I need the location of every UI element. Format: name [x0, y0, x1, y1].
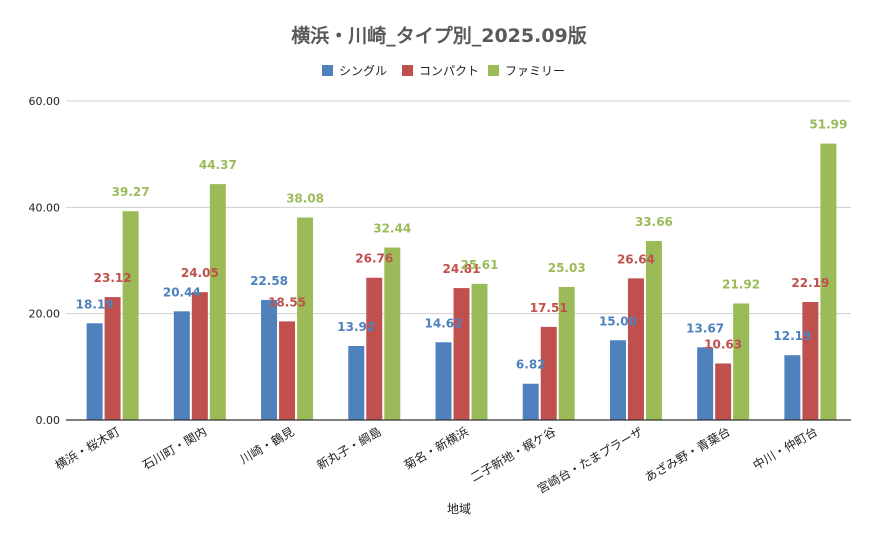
legend-entry: シングル	[339, 64, 387, 78]
bar	[104, 297, 121, 420]
y-tick-label: 0.00	[36, 414, 61, 427]
data-label: 13.92	[337, 320, 375, 334]
y-tick-label: 60.00	[29, 95, 61, 108]
legend-entry: コンパクト	[419, 64, 479, 78]
data-label: 22.58	[250, 274, 288, 288]
bar	[86, 323, 103, 420]
data-label: 18.55	[268, 295, 306, 309]
bars	[86, 143, 837, 421]
legend: シングル コンパクト ファミリー	[322, 64, 565, 78]
bar	[697, 347, 714, 420]
x-category-label: 中川・仲町台	[750, 424, 820, 473]
bar	[384, 247, 401, 420]
bar	[209, 184, 226, 420]
data-label: 24.05	[181, 266, 219, 280]
bar	[522, 383, 539, 420]
bar	[366, 277, 383, 420]
x-axis-label: 地域	[447, 502, 471, 516]
bar	[802, 302, 819, 420]
bar	[820, 143, 837, 421]
data-label: 10.63	[704, 337, 742, 351]
legend-swatch	[402, 65, 413, 76]
data-label: 51.99	[809, 118, 847, 132]
bar	[122, 211, 139, 420]
legend-entry: ファミリー	[505, 64, 565, 78]
data-label: 38.08	[286, 192, 324, 206]
data-label: 32.44	[373, 222, 411, 236]
data-label: 25.61	[461, 258, 499, 272]
bar	[540, 326, 557, 420]
y-tick-label: 20.00	[29, 308, 61, 321]
bar	[279, 321, 296, 420]
data-label: 26.64	[617, 252, 655, 266]
x-category-label: 菊名・新横浜	[401, 424, 471, 473]
data-label: 14.62	[425, 316, 463, 330]
data-label: 17.51	[530, 301, 568, 315]
chart-title: 横浜・川崎_タイプ別_2025.09版	[291, 24, 587, 47]
bar	[435, 342, 452, 420]
data-label: 25.03	[548, 261, 586, 275]
bar	[348, 345, 365, 420]
data-label: 33.66	[635, 215, 673, 229]
data-label: 21.92	[722, 277, 760, 291]
data-label: 13.67	[686, 321, 724, 335]
bar	[715, 363, 732, 420]
data-label: 6.82	[516, 358, 546, 372]
legend-swatch	[488, 65, 499, 76]
data-label: 26.76	[355, 252, 393, 266]
x-category-label: 新丸子・綱島	[314, 424, 384, 473]
y-axis-ticks: 0.00 20.00 40.00 60.00	[29, 95, 61, 427]
data-label: 44.37	[199, 158, 237, 172]
data-label: 22.19	[791, 276, 829, 290]
bar	[645, 241, 662, 420]
bar	[558, 286, 575, 420]
bar	[191, 292, 208, 420]
x-category-label: 二子新地・梶ケ谷	[468, 424, 559, 485]
data-labels: 18.19 23.12 39.27 20.44 24.05 44.37 22.58 18.55…	[76, 118, 848, 372]
x-category-label: あざみ野・青葉台	[642, 424, 733, 485]
bar	[297, 217, 314, 420]
data-label: 23.12	[94, 271, 132, 285]
data-label: 24.81	[443, 262, 481, 276]
bar	[627, 278, 644, 420]
x-category-label: 横浜・桜木町	[53, 424, 122, 472]
y-tick-label: 40.00	[29, 201, 61, 214]
x-axis-categories: 横浜・桜木町 石川町・関内 川崎・鶴見 新丸子・綱島 菊名・新横浜二子新地・梶ケ谷宮崎台…	[53, 424, 820, 497]
bar	[453, 288, 470, 420]
data-label: 18.19	[76, 297, 114, 311]
bar	[784, 355, 801, 420]
bar	[471, 283, 488, 420]
data-label: 15.00	[599, 314, 637, 328]
bar	[173, 311, 190, 420]
data-label: 39.27	[112, 185, 150, 199]
bar	[609, 340, 626, 420]
data-label: 20.44	[163, 285, 201, 299]
x-category-label: 川崎・鶴見	[237, 424, 296, 467]
legend-swatch	[322, 65, 333, 76]
bar	[261, 299, 278, 420]
data-label: 12.19	[773, 329, 811, 343]
bar	[733, 303, 750, 420]
x-category-label: 石川町・関内	[140, 424, 209, 472]
